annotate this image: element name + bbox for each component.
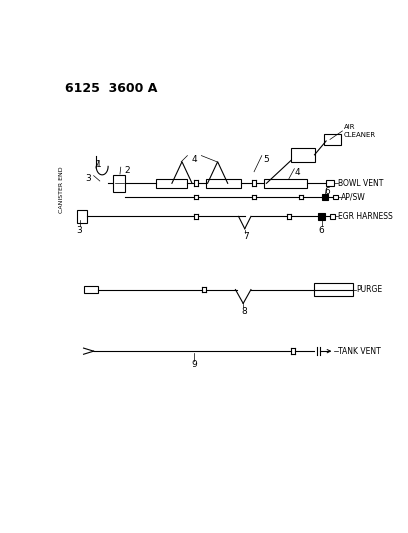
Text: 4: 4 (295, 168, 300, 177)
Bar (78, 210, 86, 223)
Text: EGR HARNESS: EGR HARNESS (338, 212, 392, 221)
Bar (324, 134, 341, 145)
Text: 6: 6 (319, 225, 324, 235)
Bar (264, 179, 307, 188)
Text: AIR
CLEANER: AIR CLEANER (344, 124, 376, 138)
Bar (322, 194, 328, 200)
Bar (318, 213, 325, 220)
Bar (330, 214, 335, 219)
Text: PURGE: PURGE (356, 285, 382, 294)
Text: 8: 8 (242, 306, 248, 316)
Bar (315, 284, 353, 296)
Bar (291, 148, 315, 161)
Bar (333, 195, 338, 199)
Bar (206, 179, 241, 188)
Text: 3: 3 (85, 174, 91, 183)
Text: 9: 9 (191, 360, 197, 369)
Bar (84, 286, 98, 294)
Text: CANISTER END: CANISTER END (59, 166, 64, 213)
Bar (113, 175, 125, 192)
Bar (326, 180, 334, 187)
Text: 6: 6 (324, 187, 330, 196)
Text: 1: 1 (96, 160, 102, 169)
Text: TANK VENT: TANK VENT (338, 346, 381, 356)
Text: 2: 2 (124, 166, 130, 175)
Text: 4: 4 (192, 155, 197, 164)
Text: 7: 7 (244, 232, 249, 241)
Bar (155, 179, 186, 188)
Text: AP/SW: AP/SW (341, 192, 366, 201)
Text: 6125  3600 A: 6125 3600 A (65, 82, 157, 95)
Text: 5: 5 (264, 155, 269, 164)
Text: 3: 3 (76, 225, 82, 235)
Text: BOWL VENT: BOWL VENT (338, 179, 383, 188)
